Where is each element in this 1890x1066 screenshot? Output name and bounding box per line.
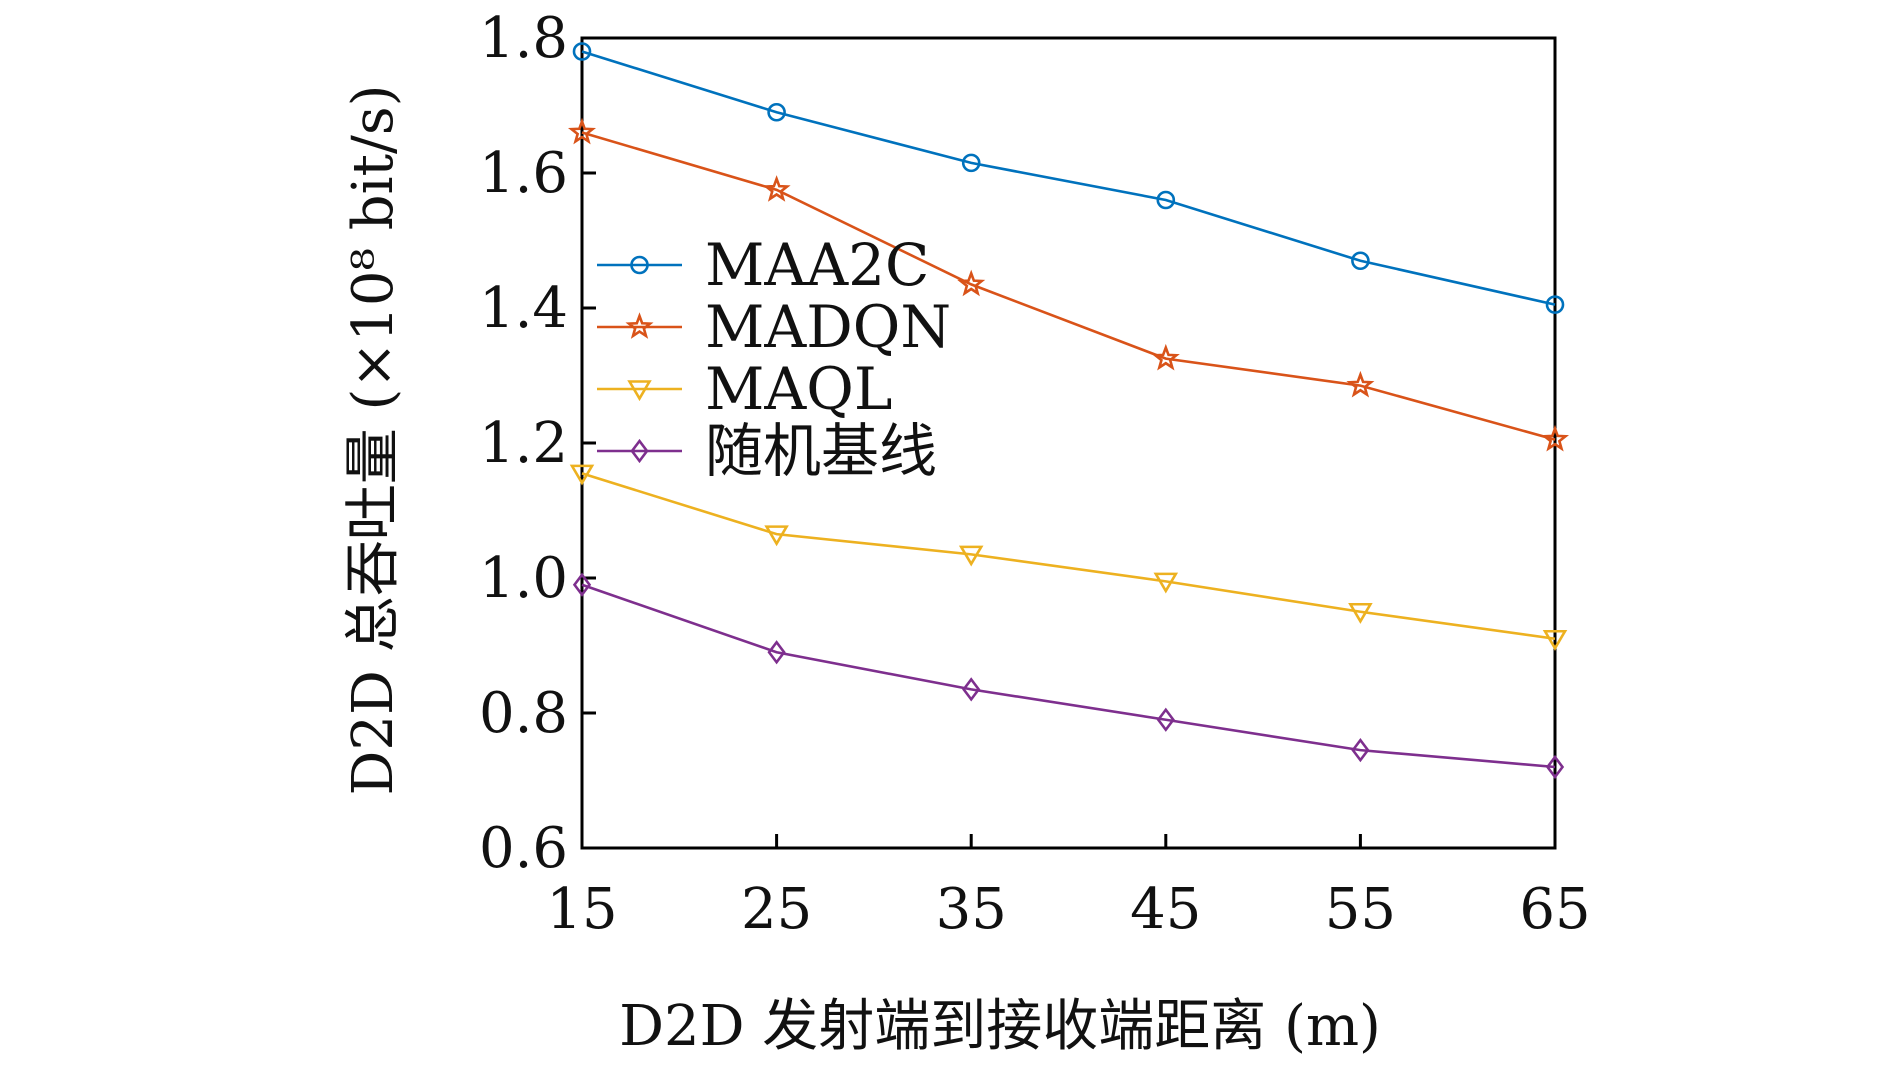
legend-marker xyxy=(630,255,649,275)
legend-label: MADQN xyxy=(705,293,951,361)
data-point xyxy=(1351,251,1370,271)
legend-marker xyxy=(630,438,649,464)
series-1 xyxy=(572,42,1565,314)
data-point xyxy=(1542,629,1568,651)
series-line xyxy=(581,472,1556,641)
series-layer xyxy=(567,42,1570,780)
x-tick-label: 55 xyxy=(1325,877,1396,942)
legend-label: MAA2C xyxy=(705,231,929,299)
x-tick-label: 35 xyxy=(936,877,1007,942)
y-tick-label: 1.6 xyxy=(479,141,568,206)
data-point xyxy=(1545,295,1565,314)
data-point xyxy=(1540,424,1570,452)
legend-label: MAQL xyxy=(705,355,892,423)
data-point xyxy=(767,640,786,665)
series-2 xyxy=(567,117,1570,452)
x-tick-label: 45 xyxy=(1130,877,1201,942)
y-tick-label: 1.0 xyxy=(479,546,568,611)
x-tick-label: 15 xyxy=(546,877,617,942)
data-point xyxy=(569,464,595,486)
y-tick-label: 0.8 xyxy=(479,681,568,746)
series-line xyxy=(581,50,1556,306)
legend-label: 随机基线 xyxy=(705,417,937,485)
series-line xyxy=(581,583,1556,769)
data-point xyxy=(572,572,592,597)
x-tick-label: 65 xyxy=(1519,877,1590,942)
y-tick-label: 0.6 xyxy=(479,816,568,881)
x-axis-label: D2D 发射端到接收端距离 (m) xyxy=(619,994,1381,1059)
legend-marker xyxy=(627,380,652,402)
series-3 xyxy=(569,464,1568,651)
data-point xyxy=(1153,572,1179,594)
data-point xyxy=(958,545,984,567)
y-axis-label: D2D 总吞吐量 (×10⁸ bit/s) xyxy=(341,84,406,795)
axes: 15 25 35 45 55 65 0.6 0.8 1.0 1.2 1.4 1.6 1.8 xyxy=(479,6,1591,942)
data-point xyxy=(961,153,981,173)
data-point xyxy=(764,525,789,547)
legend-marker xyxy=(625,312,654,339)
legend-item: MAQL xyxy=(597,355,892,423)
data-point xyxy=(1346,370,1375,398)
series-line xyxy=(581,131,1556,441)
data-point xyxy=(1545,754,1565,780)
data-point xyxy=(1351,737,1370,763)
data-point xyxy=(572,42,592,61)
data-point xyxy=(1348,602,1373,624)
x-tick-label: 25 xyxy=(741,877,812,942)
y-tick-label: 1.2 xyxy=(479,411,568,476)
data-point xyxy=(1156,707,1175,732)
legend-item: MAA2C xyxy=(597,231,929,299)
legend-item: 随机基线 xyxy=(597,417,937,485)
y-tick-label: 1.4 xyxy=(479,276,568,341)
data-point xyxy=(1151,343,1180,371)
data-point xyxy=(567,117,597,145)
data-point xyxy=(957,269,986,297)
series-4 xyxy=(572,572,1565,780)
y-tick-label: 1.8 xyxy=(479,6,568,71)
data-point xyxy=(962,677,981,702)
legend-item: MADQN xyxy=(597,293,951,361)
data-point xyxy=(767,102,786,122)
data-point xyxy=(762,175,791,202)
data-point xyxy=(1156,190,1176,210)
